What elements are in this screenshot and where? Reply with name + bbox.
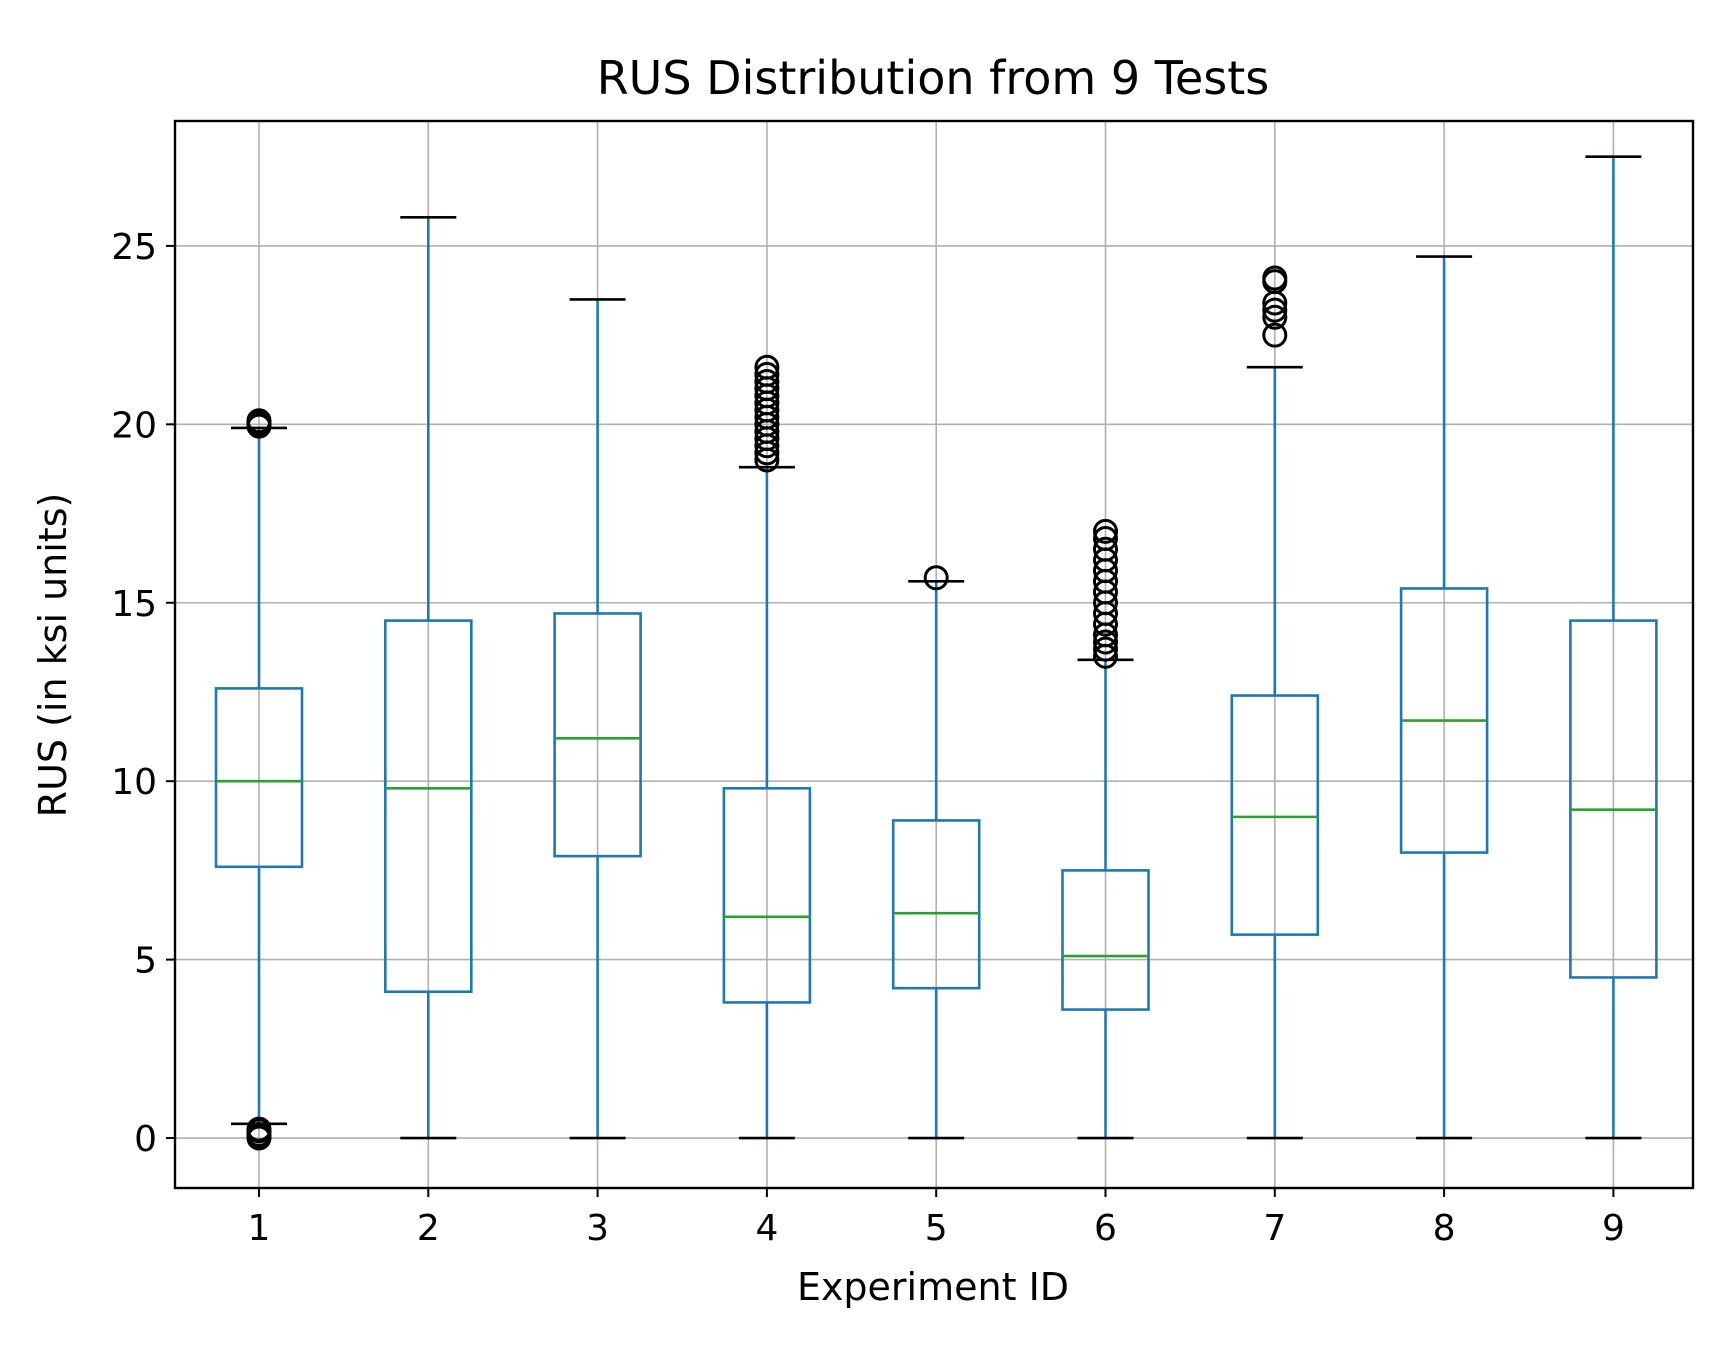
iqr-box (1569, 619, 1658, 979)
grid-lines (175, 121, 1693, 1188)
y-tick-label: 0 (134, 1119, 157, 1160)
x-tick-label: 2 (417, 1208, 440, 1249)
y-axis-label: RUS (in ksi units) (31, 493, 75, 818)
box-group-3 (553, 298, 642, 1140)
x-axis-label: Experiment ID (797, 1265, 1069, 1309)
outlier-point (1262, 322, 1288, 348)
y-tick-label: 10 (111, 762, 157, 803)
x-tick-label: 9 (1602, 1208, 1625, 1249)
x-tick-label: 1 (248, 1208, 271, 1249)
box-group-6 (1061, 518, 1150, 1140)
box-group-4 (722, 354, 812, 1140)
box-group-7 (1230, 265, 1320, 1140)
box-group-1 (214, 408, 304, 1151)
x-tick-label: 3 (586, 1208, 609, 1249)
y-tick-label: 20 (111, 405, 157, 446)
box-series (214, 155, 1658, 1151)
iqr-box (891, 819, 981, 990)
outlier-point (1262, 265, 1288, 291)
x-tick-label: 8 (1433, 1208, 1456, 1249)
box-group-2 (383, 216, 473, 1140)
x-tick-label: 6 (1094, 1208, 1117, 1249)
iqr-box (722, 787, 812, 1004)
outlier-point (1262, 304, 1288, 330)
box-group-5 (891, 565, 981, 1140)
outlier-point (1262, 297, 1288, 323)
outlier-point (754, 361, 780, 387)
outlier-point (1093, 526, 1118, 552)
outlier-point (1093, 518, 1118, 544)
outlier-point (246, 1116, 272, 1142)
iqr-box (553, 612, 642, 858)
axis-ticks: 0 5 10 15 20 25 1 2 3 4 5 6 7 8 9 (111, 227, 1625, 1249)
plot-frame (173, 119, 1695, 1190)
iqr-box (1061, 869, 1150, 1011)
iqr-box (1230, 694, 1320, 936)
outlier-point (754, 369, 780, 395)
outlier-point (1093, 636, 1118, 662)
outlier-point (246, 408, 272, 434)
chart-title: RUS Distribution from 9 Tests (597, 51, 1270, 105)
outlier-point (1093, 629, 1118, 655)
outlier-point (923, 565, 949, 591)
x-tick-label: 5 (925, 1208, 948, 1249)
box-group-8 (1399, 255, 1489, 1140)
y-tick-label: 15 (111, 584, 157, 625)
iqr-box (383, 619, 473, 994)
x-tick-label: 4 (755, 1208, 778, 1249)
iqr-box (214, 687, 304, 869)
y-tick-label: 25 (111, 227, 157, 268)
outlier-point (754, 354, 780, 380)
outlier-point (1093, 536, 1118, 562)
x-tick-label: 7 (1263, 1208, 1286, 1249)
y-tick-label: 5 (134, 941, 157, 982)
box-group-9 (1569, 155, 1658, 1140)
